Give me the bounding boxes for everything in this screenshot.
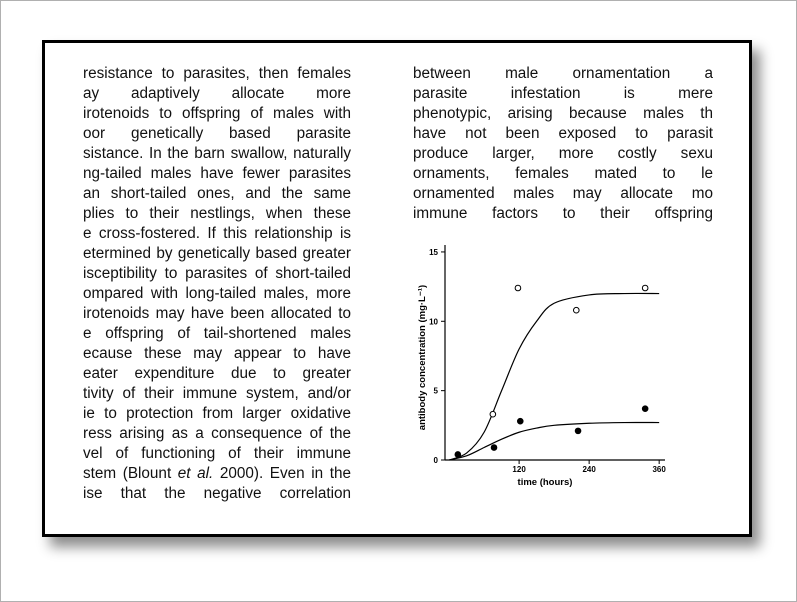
text-line: ng-tailed males have fewer parasites	[83, 165, 351, 182]
x-tick-label: 120	[512, 465, 526, 474]
page: resistance to parasites, then females ay …	[42, 40, 752, 537]
data-point	[641, 405, 649, 412]
data-point	[489, 410, 497, 418]
text-segment: stem (Blount	[83, 465, 178, 482]
text-line: ise that the negative correlation	[83, 485, 351, 502]
text-line: have not been exposed to parasit	[413, 125, 713, 142]
text-line: parasite infestation is mere	[413, 85, 713, 102]
text-line: phenotypic, arising because males th	[413, 105, 713, 122]
text-line: ornaments, females mated to le	[413, 165, 713, 182]
text-line: resistance to parasites, then females	[83, 65, 351, 82]
data-point	[572, 306, 580, 314]
text-line: ress arising as a consequence of the	[83, 425, 351, 442]
text-line: ompared with long-tailed males, more	[83, 285, 351, 302]
text-line: oor genetically based parasite	[83, 125, 351, 142]
data-point	[514, 284, 522, 292]
text-line: e offspring of tail-shortened males	[83, 325, 351, 342]
data-point	[516, 417, 524, 425]
text-line: ay adaptively allocate more	[83, 85, 351, 102]
text-segment: 2000). Even in the	[213, 465, 351, 482]
text-line: isceptibility to parasites of short-tail…	[83, 265, 351, 282]
right-column: between male ornamentation a parasite inf…	[413, 64, 713, 224]
text-line: plies to their nestlings, when these	[83, 205, 351, 222]
text-line: ie to protection from larger oxidative	[83, 405, 351, 422]
text-line: ecause these may appear to have	[83, 345, 351, 362]
text-line: sistance. In the barn swallow, naturally	[83, 145, 351, 162]
y-tick-label: 10	[429, 317, 438, 326]
fit-curve	[448, 292, 660, 461]
data-point	[454, 451, 462, 458]
text-line: tivity of their immune system, and/or	[83, 385, 351, 402]
text-line: vel of functioning of their immune	[83, 445, 351, 462]
x-axis-label: time (hours)	[518, 477, 573, 488]
text-line: e cross-fostered. If this relationship i…	[83, 225, 351, 242]
data-point	[490, 444, 498, 451]
data-point	[641, 284, 649, 292]
text-line: produce larger, more costly sexu	[413, 145, 713, 162]
fit-curve	[448, 421, 660, 461]
text-line: an short-tailed ones, and the same	[83, 185, 351, 202]
text-line: irotenoids to offspring of males with	[83, 105, 351, 122]
left-column: resistance to parasites, then females ay …	[83, 64, 351, 504]
text-line: ornamented males may allocate mo	[413, 185, 713, 202]
text-line: immune factors to their offspring	[413, 205, 713, 222]
x-tick-label: 360	[652, 465, 666, 474]
y-tick-label: 5	[434, 387, 439, 396]
text-segment: et al.	[177, 465, 214, 482]
text-line: stem (Blount et al. 2000). Even in the	[83, 464, 351, 484]
x-tick-label: 240	[582, 465, 596, 474]
y-tick-label: 0	[434, 456, 439, 465]
y-axis-label: antibody concentration (mg·L⁻¹)	[417, 285, 428, 430]
text-line: etermined by genetically based greater	[83, 245, 351, 262]
data-point	[574, 427, 582, 435]
text-line: irotenoids may have been allocated to	[83, 305, 351, 322]
y-tick-label: 15	[429, 248, 438, 257]
text-line: between male ornamentation a	[413, 65, 713, 82]
text-line: eater expenditure due to greater	[83, 365, 351, 382]
